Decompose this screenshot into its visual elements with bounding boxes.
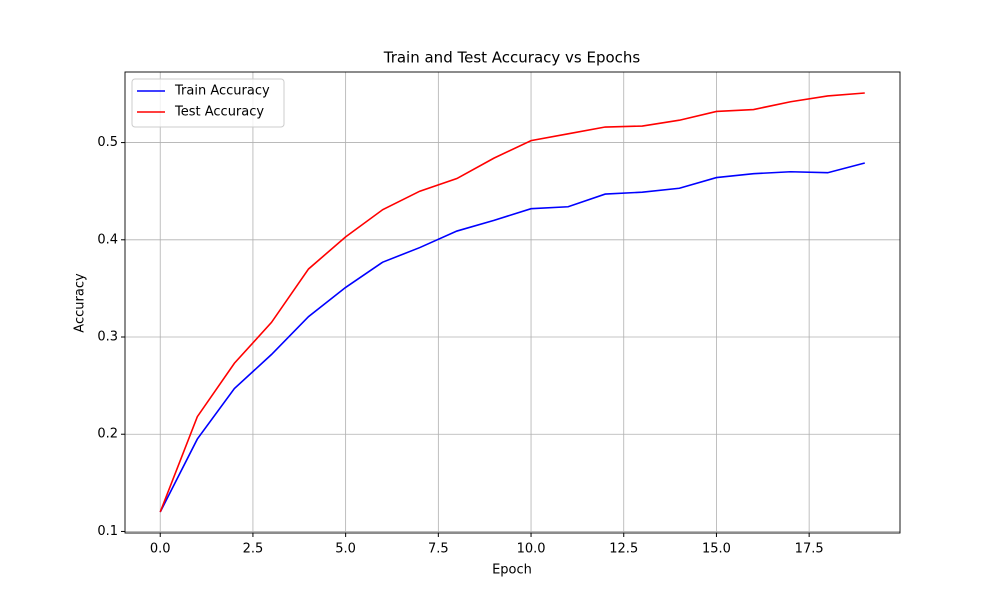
chart-title: Train and Test Accuracy vs Epochs — [383, 49, 641, 67]
data-line — [159, 162, 865, 513]
y-tick-label: 0.1 — [97, 524, 118, 539]
x-axis-label: Epoch — [492, 563, 532, 578]
y-tick-label: 0.5 — [97, 135, 118, 150]
data-line — [159, 92, 865, 513]
y-tick-label: 0.4 — [97, 232, 118, 247]
x-tick-label: 2.5 — [243, 542, 264, 557]
legend-label: Train Accuracy — [174, 84, 270, 99]
x-tick-label: 0.0 — [150, 542, 171, 557]
plot-frame — [124, 71, 901, 534]
legend-label: Test Accuracy — [174, 105, 264, 120]
x-tick-label: 5.0 — [335, 542, 356, 557]
x-tick-label: 17.5 — [795, 542, 824, 557]
y-tick-label: 0.2 — [97, 427, 118, 442]
legend-box — [131, 78, 285, 128]
y-axis-label: Accuracy — [73, 273, 88, 333]
x-tick-label: 7.5 — [428, 542, 449, 557]
x-tick-label: 12.5 — [609, 542, 638, 557]
x-tick-label: 15.0 — [702, 542, 731, 557]
y-tick-label: 0.3 — [97, 330, 118, 345]
x-tick-label: 10.0 — [517, 542, 546, 557]
